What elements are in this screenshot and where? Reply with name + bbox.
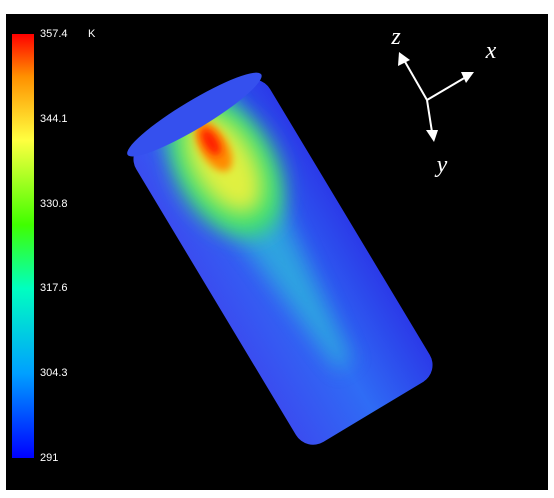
colorbar-tick-label: 357.4	[40, 28, 68, 40]
z-axis-label: z	[390, 24, 401, 50]
colorbar-unit: K	[88, 28, 96, 40]
colorbar-tick-label: 344.1	[40, 113, 68, 125]
colorbar-tick-label: 330.8	[40, 198, 68, 210]
colorbar-tick-label: 317.6	[40, 282, 68, 294]
y-axis-label: y	[435, 152, 448, 178]
x-axis-label: x	[485, 38, 497, 64]
viewport: 357.4 344.1 330.8 317.6 304.3 291 K z x y	[0, 0, 554, 498]
colorbar-tick-label: 304.3	[40, 367, 68, 379]
colorbar	[12, 34, 34, 458]
colorbar-tick-label: 291	[40, 452, 58, 464]
